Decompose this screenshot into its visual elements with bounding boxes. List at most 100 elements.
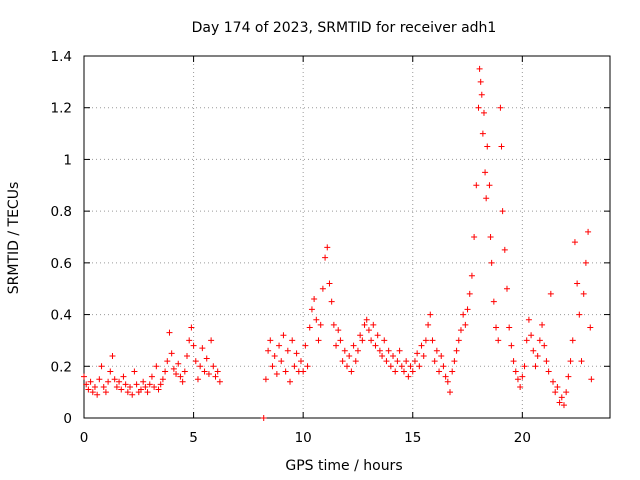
data-point xyxy=(460,311,467,318)
data-point xyxy=(124,389,131,396)
data-point xyxy=(273,371,280,378)
y-tick-label: 0 xyxy=(63,411,72,427)
gridlines xyxy=(84,56,610,418)
data-point xyxy=(479,130,486,137)
data-point xyxy=(497,104,504,111)
data-point xyxy=(192,358,199,365)
y-axis-label: SRMTID / TECUs xyxy=(6,182,22,295)
data-point xyxy=(394,358,401,365)
data-point xyxy=(376,347,383,354)
data-point xyxy=(122,381,129,388)
chart-title: Day 174 of 2023, SRMTID for receiver adh… xyxy=(192,20,497,36)
data-point xyxy=(453,347,460,354)
data-point xyxy=(363,316,370,323)
data-point xyxy=(387,363,394,370)
data-point xyxy=(107,368,114,375)
data-point xyxy=(293,350,300,357)
data-point xyxy=(184,352,191,359)
data-point xyxy=(398,363,405,370)
data-point xyxy=(487,234,494,240)
data-point xyxy=(194,376,201,383)
y-tick-label: 1.2 xyxy=(51,101,72,117)
data-point xyxy=(113,383,120,390)
data-point xyxy=(164,358,171,365)
data-point xyxy=(148,373,155,380)
data-point xyxy=(457,327,464,334)
data-point xyxy=(545,368,552,375)
x-axis-label: GPS time / hours xyxy=(285,458,402,474)
data-point xyxy=(536,337,543,344)
data-point xyxy=(276,342,283,349)
data-point xyxy=(471,234,478,240)
data-point xyxy=(484,143,491,150)
data-point xyxy=(385,347,392,354)
data-points xyxy=(81,65,595,421)
data-point xyxy=(197,363,204,370)
data-point xyxy=(480,109,487,116)
data-point xyxy=(308,306,315,313)
data-point xyxy=(569,337,576,344)
data-point xyxy=(466,290,473,297)
data-point xyxy=(300,368,307,375)
x-tick-label: 0 xyxy=(80,430,89,446)
data-point xyxy=(352,358,359,365)
data-point xyxy=(442,373,449,380)
data-point xyxy=(365,327,372,334)
data-point xyxy=(341,347,348,354)
data-point xyxy=(547,290,554,297)
data-point xyxy=(539,321,546,328)
data-point xyxy=(582,259,589,266)
data-point xyxy=(175,360,182,367)
data-point xyxy=(534,352,541,359)
data-point xyxy=(525,316,532,323)
data-point xyxy=(517,383,524,390)
data-point xyxy=(330,321,337,328)
data-point xyxy=(390,352,397,359)
data-point xyxy=(580,290,587,297)
data-point xyxy=(199,345,206,352)
data-point xyxy=(477,78,484,85)
data-point xyxy=(335,327,342,334)
data-point xyxy=(265,347,272,354)
data-point xyxy=(574,280,581,287)
data-point xyxy=(96,376,103,383)
data-point xyxy=(120,373,127,380)
data-point xyxy=(468,272,475,279)
data-point xyxy=(493,324,500,331)
data-point xyxy=(422,337,429,344)
data-point xyxy=(267,337,274,344)
data-point xyxy=(212,373,219,380)
data-point xyxy=(532,363,539,370)
data-point xyxy=(447,389,454,396)
data-point xyxy=(488,259,495,266)
data-point xyxy=(91,383,98,390)
x-tick-label: 20 xyxy=(514,430,531,446)
data-point xyxy=(567,358,574,365)
data-point xyxy=(203,355,210,362)
data-point xyxy=(449,368,456,375)
data-point xyxy=(151,383,158,390)
data-point xyxy=(210,363,217,370)
data-point xyxy=(541,342,548,349)
data-point xyxy=(81,373,87,380)
data-point xyxy=(427,311,434,318)
data-point xyxy=(383,358,390,365)
data-point xyxy=(177,373,184,380)
data-point xyxy=(444,378,451,385)
data-point xyxy=(271,352,278,359)
data-point xyxy=(100,383,107,390)
data-point xyxy=(519,373,526,380)
data-point xyxy=(208,337,215,344)
data-point xyxy=(431,358,438,365)
data-point xyxy=(510,358,517,365)
data-point xyxy=(556,399,563,406)
y-tick-label: 0.8 xyxy=(51,204,72,220)
data-point xyxy=(490,298,497,305)
data-point xyxy=(587,324,594,331)
data-point xyxy=(396,347,403,354)
data-point xyxy=(188,324,195,331)
data-point xyxy=(361,321,368,328)
data-point xyxy=(346,352,353,359)
data-point xyxy=(127,383,134,390)
